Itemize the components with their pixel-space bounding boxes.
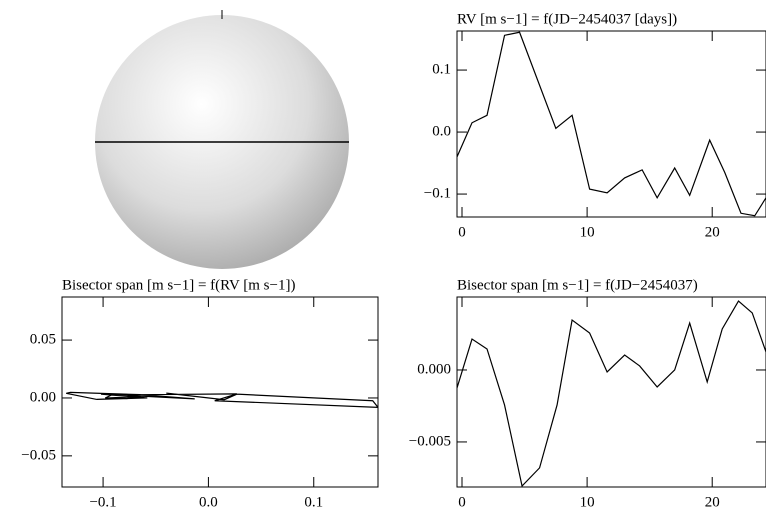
chart: Bisector span [m s−1] = f(JD−2454037) 0 10… — [409, 277, 766, 510]
x-tick-label: 20 — [705, 224, 720, 240]
data-line — [457, 300, 766, 487]
x-tick-label: 20 — [705, 494, 720, 510]
x-tick-label: −0.1 — [89, 494, 116, 510]
chart-title: Bisector span [m s−1] = f(JD−2454037) — [457, 277, 698, 293]
y-tick-label: −0.1 — [424, 185, 451, 201]
data-line — [457, 31, 766, 217]
chart-title: Bisector span [m s−1] = f(RV [m s−1]) — [62, 277, 295, 293]
y-tick-label: 0.000 — [417, 361, 451, 377]
x-tick-label: 10 — [580, 224, 595, 240]
y-tick-label: 0.00 — [30, 389, 56, 405]
y-tick-label: −0.005 — [409, 433, 451, 449]
y-tick-label: −0.05 — [21, 447, 56, 463]
y-tick-label: 0.05 — [30, 332, 56, 348]
star-sphere — [95, 10, 349, 269]
plot-frame — [61, 296, 379, 488]
plot-frame — [456, 30, 766, 218]
chart: RV [m s−1] = f(JD−2454037 [days]) 0 10 20 −0… — [424, 11, 766, 240]
plot-frame — [456, 296, 766, 488]
x-tick-label: 0.1 — [304, 494, 323, 510]
chart-title: RV [m s−1] = f(JD−2454037 [days]) — [457, 11, 677, 27]
x-tick-label: 0.0 — [199, 494, 218, 510]
chart: Bisector span [m s−1] = f(RV [m s−1]) −0.… — [21, 277, 379, 510]
y-tick-label: 0.0 — [432, 123, 451, 139]
x-tick-label: 10 — [580, 494, 595, 510]
x-tick-label: 0 — [458, 494, 466, 510]
x-tick-label: 0 — [458, 224, 466, 240]
data-line — [66, 391, 378, 408]
y-tick-label: 0.1 — [432, 61, 451, 77]
